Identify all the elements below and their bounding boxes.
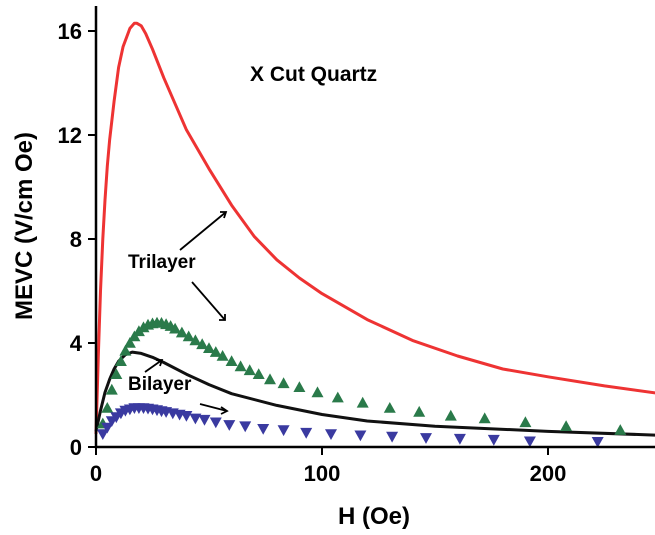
- bilayer-points-marker: [257, 424, 270, 435]
- trilayer-points-marker: [264, 373, 276, 385]
- bilayer-points-marker: [239, 421, 252, 433]
- trilayer-arrowhead-green: [219, 314, 226, 321]
- bilayer-points-marker: [591, 437, 604, 448]
- trilayer-line: [94, 21, 655, 435]
- y-tick-label: 4: [70, 331, 83, 356]
- bilayer-points-marker: [325, 429, 337, 440]
- trilayer-points-marker: [331, 391, 344, 403]
- trilayer-points: [96, 316, 627, 435]
- trilayer-points-marker: [560, 420, 573, 431]
- bilayer-points-marker: [523, 436, 536, 448]
- x-tick-label: 100: [304, 461, 341, 486]
- trilayer-points-marker: [189, 334, 202, 346]
- trilayer-points-marker: [293, 381, 306, 392]
- trilayer-points-marker: [383, 402, 396, 413]
- trilayer-points-marker: [203, 342, 215, 353]
- trilayer-points-marker: [356, 396, 369, 408]
- trilayer-points-marker: [519, 416, 532, 428]
- bilayer-points-marker: [101, 422, 114, 434]
- trilayer-points-marker: [110, 368, 123, 379]
- trilayer-points-marker: [196, 338, 209, 350]
- trilayer-arrow-to-red: [179, 211, 227, 251]
- bilayer-points-marker: [354, 430, 367, 442]
- trilayer-points-marker: [182, 330, 195, 342]
- y-tick-label: 16: [58, 19, 82, 44]
- bilayer-points-marker: [180, 411, 193, 422]
- trilayer-points-marker: [209, 346, 222, 357]
- trilayer-points-marker: [252, 368, 265, 379]
- y-tick-label: 8: [70, 227, 82, 252]
- plot-area: [94, 21, 655, 448]
- chart-title: X Cut Quartz: [250, 63, 377, 86]
- bilayer-points-marker: [277, 425, 290, 437]
- trilayer-points-marker: [413, 405, 426, 417]
- trilayer-points-marker: [225, 355, 238, 366]
- trilayer-points-marker: [243, 364, 256, 376]
- trilayer-points-marker: [234, 360, 247, 372]
- trilayer-arrow-to-green: [191, 281, 226, 321]
- x-tick-label: 200: [530, 461, 567, 486]
- trilayer-points-marker: [478, 412, 491, 424]
- y-tick-label: 12: [58, 123, 82, 148]
- bilayer-points-marker: [420, 433, 432, 444]
- bilayer-points: [96, 403, 604, 448]
- y-tick-label: 0: [70, 435, 82, 460]
- trilayer-points-marker: [123, 337, 136, 348]
- annotation-trilayer: Trilayer: [128, 252, 196, 273]
- y-axis-label: MEVC (V/cm Oe): [11, 132, 38, 320]
- trilayer-points-marker: [169, 322, 182, 334]
- bilayer-arrow-to-blue: [199, 403, 228, 412]
- bilayer-points-marker: [487, 434, 500, 446]
- trilayer-points-marker: [311, 386, 324, 398]
- bilayer-points-marker: [223, 420, 236, 431]
- trilayer-points-marker: [216, 350, 229, 361]
- trilayer-arrowhead-red: [220, 211, 228, 219]
- bilayer-points-marker: [386, 431, 399, 443]
- x-axis-label: H (Oe): [338, 503, 410, 530]
- trilayer-points-marker: [614, 424, 627, 435]
- trilayer-points-marker: [277, 377, 290, 389]
- bilayer-points-marker: [300, 427, 313, 439]
- trilayer-points-marker: [444, 409, 457, 421]
- bilayer-points-marker: [198, 414, 211, 426]
- bilayer-arrowhead-black: [156, 359, 164, 367]
- bilayer-points-marker: [96, 429, 109, 440]
- bilayer-arrow-to-black: [144, 359, 163, 373]
- bilayer-points-marker: [189, 413, 202, 425]
- bilayer-points-marker: [453, 433, 466, 445]
- bilayer-points-marker: [209, 417, 222, 429]
- trilayer-points-marker: [114, 355, 127, 366]
- trilayer-points-marker: [119, 344, 132, 356]
- trilayer-points-marker: [101, 402, 114, 413]
- bilayer-arrowhead-blue: [220, 406, 229, 415]
- x-tick-label: 0: [90, 461, 102, 486]
- trilayer-points-marker: [105, 383, 118, 395]
- trilayer-points-marker: [175, 326, 188, 338]
- axis-ticks: 0 100 200 0 4 8 12 16: [58, 19, 567, 486]
- annotation-bilayer: Bilayer: [128, 374, 192, 395]
